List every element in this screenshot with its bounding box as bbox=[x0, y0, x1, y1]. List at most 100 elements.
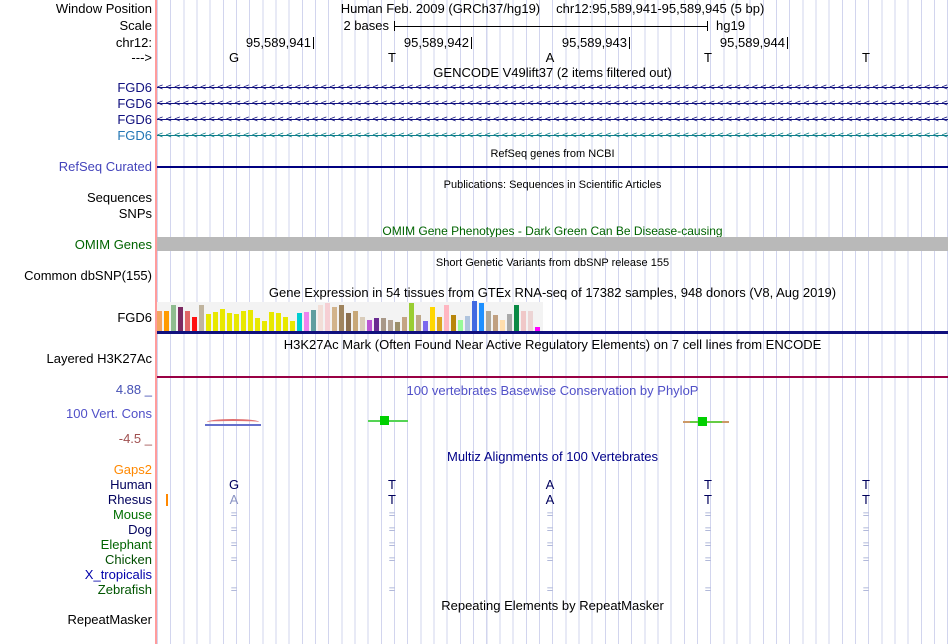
gtex-baseline[interactable] bbox=[157, 331, 948, 334]
gencode-transcript-arrows[interactable]: <<<<<<<<<<<<<<<<<<<<<<<<<<<<<<<<<<<<<<<<… bbox=[157, 112, 948, 127]
gtex-bar[interactable] bbox=[339, 305, 344, 331]
multiz-cell[interactable]: = bbox=[546, 584, 554, 596]
gtex-bar[interactable] bbox=[157, 311, 162, 331]
gtex-bar[interactable] bbox=[325, 303, 330, 331]
gtex-bar[interactable] bbox=[346, 313, 351, 331]
multiz-cell[interactable]: = bbox=[388, 509, 396, 521]
multiz-row[interactable]: = = = = = bbox=[157, 553, 948, 567]
gtex-bar[interactable] bbox=[430, 307, 435, 331]
gtex-bar[interactable] bbox=[206, 314, 211, 331]
gtex-bar[interactable] bbox=[311, 310, 316, 331]
gtex-bar[interactable] bbox=[185, 311, 190, 331]
multiz-cell[interactable]: = bbox=[388, 539, 396, 551]
gtex-bar[interactable] bbox=[521, 311, 526, 331]
gtex-bar[interactable] bbox=[479, 303, 484, 331]
gtex-bar[interactable] bbox=[171, 305, 176, 331]
multiz-cell[interactable]: A bbox=[545, 492, 555, 507]
cons-mark-negative-line[interactable] bbox=[205, 424, 261, 426]
multiz-cell[interactable]: = bbox=[230, 554, 238, 566]
multiz-cell[interactable]: = bbox=[546, 554, 554, 566]
multiz-cell[interactable]: = bbox=[862, 554, 870, 566]
multiz-cell[interactable]: G bbox=[228, 477, 240, 492]
multiz-cell[interactable]: T bbox=[388, 492, 396, 507]
gtex-bar[interactable] bbox=[353, 311, 358, 331]
multiz-row[interactable]: = = = = = bbox=[157, 523, 948, 537]
gtex-bar[interactable] bbox=[535, 327, 540, 331]
gtex-bar[interactable] bbox=[297, 313, 302, 331]
multiz-row[interactable] bbox=[157, 568, 948, 582]
gtex-bar[interactable] bbox=[416, 315, 421, 331]
omim-genes-bar[interactable] bbox=[157, 237, 948, 251]
gtex-bar[interactable] bbox=[395, 322, 400, 331]
multiz-cell[interactable]: T bbox=[704, 492, 712, 507]
gtex-bar[interactable] bbox=[500, 320, 505, 331]
gtex-bar[interactable] bbox=[388, 320, 393, 331]
gtex-bar[interactable] bbox=[255, 318, 260, 331]
gtex-bar[interactable] bbox=[360, 317, 365, 331]
cons-mark-pos2-box[interactable] bbox=[698, 417, 707, 426]
gtex-bar[interactable] bbox=[199, 305, 204, 331]
ruler-track[interactable]: 95,589,941 95,589,942 95,589,943 95,589,944 bbox=[157, 36, 948, 50]
gtex-bar[interactable] bbox=[514, 305, 519, 331]
gtex-bar[interactable] bbox=[290, 321, 295, 331]
gtex-bar[interactable] bbox=[227, 313, 232, 331]
gtex-bar[interactable] bbox=[164, 311, 169, 331]
cons-mark-negative-arc[interactable] bbox=[207, 419, 259, 425]
multiz-cell[interactable]: = bbox=[704, 509, 712, 521]
gtex-bar[interactable] bbox=[213, 312, 218, 331]
gtex-bar[interactable] bbox=[486, 311, 491, 331]
gtex-bar[interactable] bbox=[269, 312, 274, 331]
gtex-bar[interactable] bbox=[248, 310, 253, 331]
multiz-cell[interactable]: = bbox=[388, 584, 396, 596]
gtex-bar[interactable] bbox=[276, 313, 281, 331]
gtex-bar[interactable] bbox=[220, 309, 225, 331]
gtex-bar[interactable] bbox=[381, 318, 386, 331]
gtex-bar[interactable] bbox=[283, 317, 288, 331]
multiz-cell[interactable]: = bbox=[704, 554, 712, 566]
multiz-cell[interactable]: = bbox=[862, 524, 870, 536]
gtex-bar[interactable] bbox=[367, 320, 372, 331]
multiz-cell[interactable]: = bbox=[230, 524, 238, 536]
gtex-bar[interactable] bbox=[528, 311, 533, 331]
gtex-bar[interactable] bbox=[318, 305, 323, 331]
gencode-transcript-arrows[interactable]: <<<<<<<<<<<<<<<<<<<<<<<<<<<<<<<<<<<<<<<<… bbox=[157, 80, 948, 95]
refseq-curated-line[interactable] bbox=[157, 166, 948, 168]
multiz-cell[interactable]: T bbox=[704, 477, 712, 492]
multiz-cell[interactable]: = bbox=[388, 554, 396, 566]
multiz-cell[interactable]: = bbox=[704, 524, 712, 536]
multiz-cell[interactable]: = bbox=[546, 509, 554, 521]
gtex-bar[interactable] bbox=[458, 320, 463, 331]
gtex-bar[interactable] bbox=[178, 307, 183, 331]
gtex-bar[interactable] bbox=[444, 305, 449, 331]
gtex-bars[interactable] bbox=[157, 301, 540, 331]
multiz-cell[interactable]: A bbox=[545, 477, 555, 492]
gtex-bar[interactable] bbox=[234, 314, 239, 331]
gtex-bar[interactable] bbox=[241, 311, 246, 331]
multiz-cell[interactable]: = bbox=[230, 539, 238, 551]
multiz-row[interactable]: = = = = = bbox=[157, 508, 948, 522]
gtex-bar[interactable] bbox=[262, 321, 267, 331]
multiz-cell[interactable]: = bbox=[546, 524, 554, 536]
gtex-bar[interactable] bbox=[472, 301, 477, 331]
multiz-row[interactable]: = = = = = bbox=[157, 583, 948, 597]
multiz-cell[interactable]: = bbox=[862, 539, 870, 551]
multiz-cell[interactable]: T bbox=[388, 477, 396, 492]
multiz-cell[interactable]: T bbox=[862, 477, 870, 492]
multiz-cell[interactable]: = bbox=[388, 524, 396, 536]
gtex-bar[interactable] bbox=[507, 314, 512, 331]
multiz-cell[interactable]: = bbox=[230, 584, 238, 596]
multiz-cell[interactable]: = bbox=[546, 539, 554, 551]
multiz-cell[interactable]: T bbox=[862, 492, 870, 507]
gtex-bar[interactable] bbox=[374, 318, 379, 331]
gtex-bar[interactable] bbox=[192, 317, 197, 331]
gtex-bar[interactable] bbox=[409, 303, 414, 331]
multiz-cell[interactable]: A bbox=[229, 492, 239, 507]
multiz-row[interactable]: = = = = = bbox=[157, 538, 948, 552]
gtex-bar[interactable] bbox=[402, 317, 407, 331]
cons-mark-pos1-box[interactable] bbox=[380, 416, 389, 425]
gencode-transcript-arrows[interactable]: <<<<<<<<<<<<<<<<<<<<<<<<<<<<<<<<<<<<<<<<… bbox=[157, 128, 948, 143]
multiz-cell[interactable]: = bbox=[704, 584, 712, 596]
gtex-bar[interactable] bbox=[423, 321, 428, 331]
